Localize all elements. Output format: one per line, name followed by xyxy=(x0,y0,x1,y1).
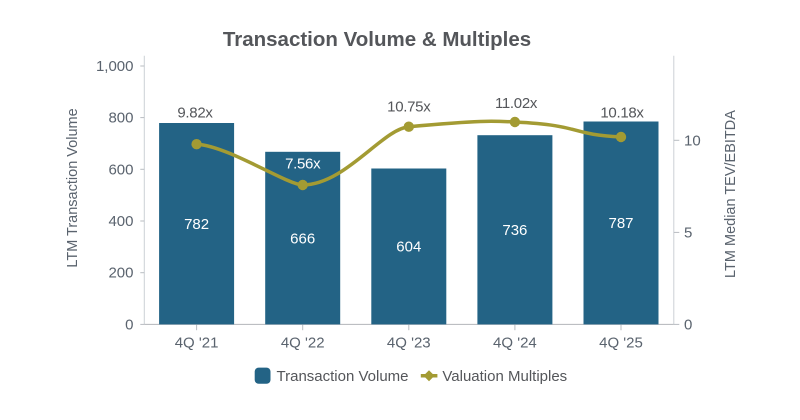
svg-text:0: 0 xyxy=(125,316,133,333)
svg-text:400: 400 xyxy=(108,213,133,230)
svg-text:736: 736 xyxy=(502,222,527,239)
svg-text:604: 604 xyxy=(396,239,421,256)
svg-text:600: 600 xyxy=(108,161,133,178)
svg-text:800: 800 xyxy=(108,110,133,127)
svg-text:10.18x: 10.18x xyxy=(600,104,644,121)
svg-text:7.56x: 7.56x xyxy=(285,156,321,173)
svg-text:LTM Median TEV/EBITDA: LTM Median TEV/EBITDA xyxy=(723,110,739,278)
svg-text:200: 200 xyxy=(108,265,133,282)
svg-text:4Q '25: 4Q '25 xyxy=(599,335,643,352)
svg-text:4Q '21: 4Q '21 xyxy=(175,335,219,352)
svg-text:9.82x: 9.82x xyxy=(177,105,213,122)
svg-text:0: 0 xyxy=(684,316,692,333)
svg-text:4Q '24: 4Q '24 xyxy=(493,335,537,352)
svg-text:10.75x: 10.75x xyxy=(387,98,431,115)
svg-text:Valuation Multiples: Valuation Multiples xyxy=(442,368,567,385)
svg-text:11.02x: 11.02x xyxy=(495,95,538,112)
svg-text:666: 666 xyxy=(290,230,315,247)
svg-text:1,000: 1,000 xyxy=(96,58,134,75)
svg-text:Transaction Volume: Transaction Volume xyxy=(277,368,409,385)
svg-text:782: 782 xyxy=(184,216,209,233)
svg-text:LTM Transaction Volume: LTM Transaction Volume xyxy=(65,108,81,267)
svg-text:10: 10 xyxy=(684,132,701,149)
svg-text:787: 787 xyxy=(608,215,633,232)
svg-text:4Q '22: 4Q '22 xyxy=(281,335,325,352)
svg-text:Transaction Volume & Multiples: Transaction Volume & Multiples xyxy=(223,28,531,51)
svg-text:4Q '23: 4Q '23 xyxy=(387,335,431,352)
svg-text:5: 5 xyxy=(684,224,692,241)
